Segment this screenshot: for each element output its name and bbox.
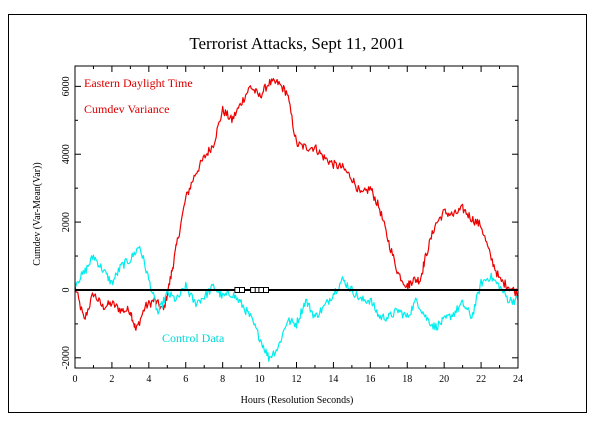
y-tick-label: 4000 <box>61 144 72 164</box>
x-tick-label: 22 <box>476 374 486 385</box>
y-tick-label: 0 <box>61 287 72 292</box>
control-label: Control Data <box>162 331 225 345</box>
x-tick-label: 6 <box>183 374 188 385</box>
series-line-control-data <box>75 245 518 362</box>
event-markers <box>234 287 269 293</box>
y-tick-label: -2000 <box>61 346 72 369</box>
outer-frame <box>8 14 587 413</box>
x-tick-label: 10 <box>255 374 265 385</box>
x-tick-label: 14 <box>328 374 338 385</box>
x-tick-label: 2 <box>109 374 114 385</box>
event-marker <box>263 287 269 293</box>
y-tick-label: 2000 <box>61 212 72 232</box>
x-tick-label: 16 <box>365 374 375 385</box>
y-axis-title: Cumdev (Var-Mean(Var)) <box>32 162 43 265</box>
y-tick-label: 6000 <box>61 76 72 96</box>
x-tick-label: 8 <box>220 374 225 385</box>
x-tick-label: 0 <box>73 374 78 385</box>
chart-title: Terrorist Attacks, Sept 11, 2001 <box>189 34 404 53</box>
x-tick-label: 18 <box>402 374 412 385</box>
x-tick-label: 4 <box>146 374 151 385</box>
event-marker <box>239 287 245 293</box>
x-tick-label: 24 <box>513 374 523 385</box>
plot-data-layer <box>75 78 518 362</box>
time-label: Eastern Daylight Time <box>84 76 193 90</box>
series-line-cumdev-variance <box>75 78 518 331</box>
series-label: Cumdev Variance <box>84 102 169 116</box>
x-tick-label: 12 <box>292 374 302 385</box>
x-axis-title: Hours (Resolution Seconds) <box>241 395 354 406</box>
x-tick-label: 20 <box>439 374 449 385</box>
